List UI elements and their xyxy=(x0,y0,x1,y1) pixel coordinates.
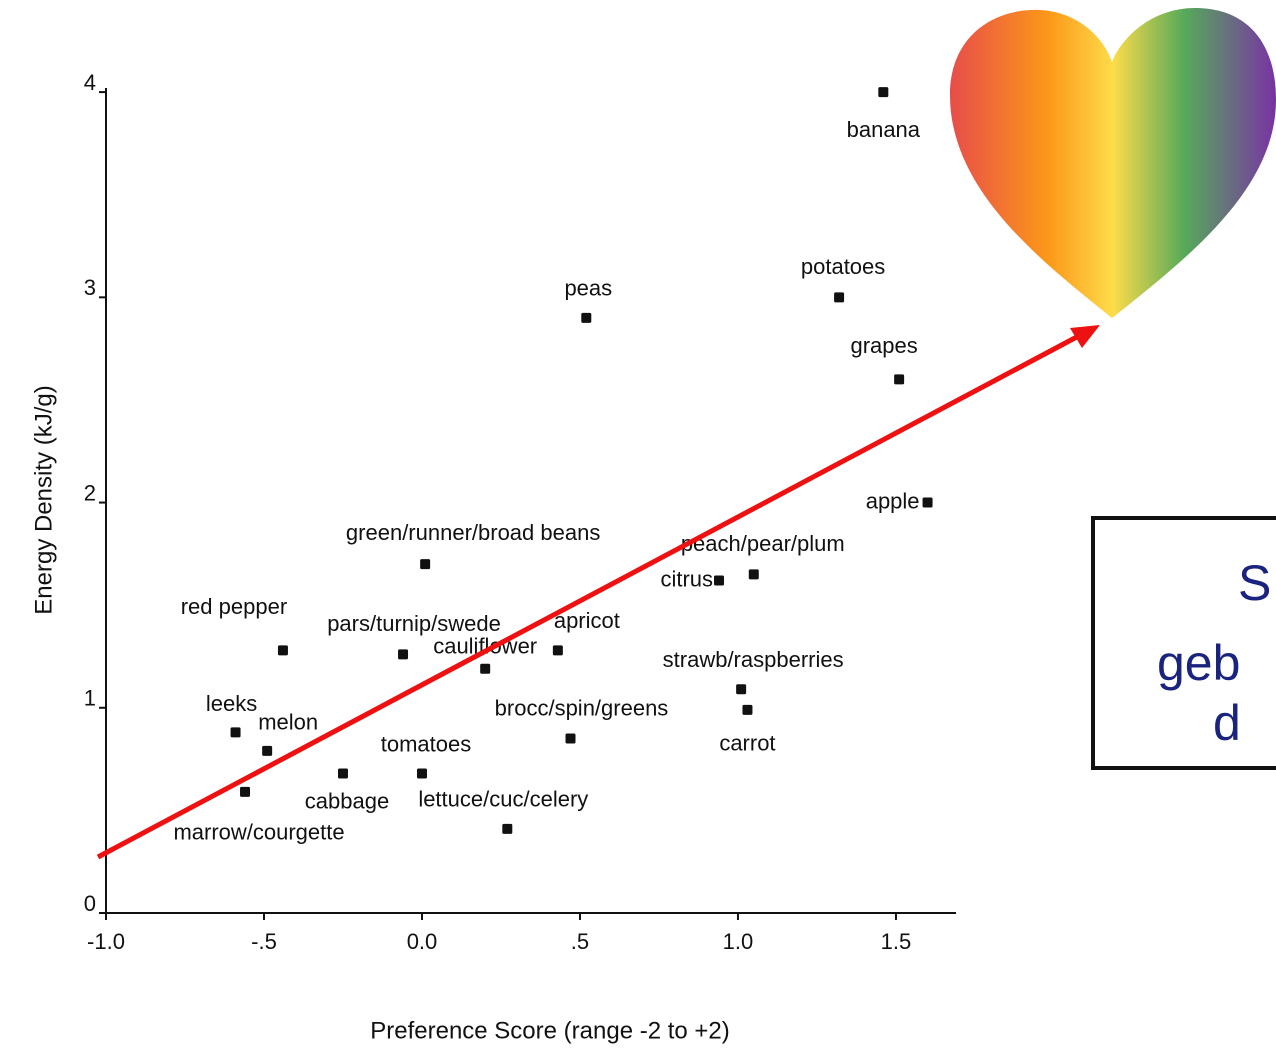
note-line: S xyxy=(1238,555,1271,611)
x-tick-label: 1.0 xyxy=(723,929,754,954)
point xyxy=(262,746,272,756)
x-tick-label: .5 xyxy=(571,929,589,954)
note-line: geb xyxy=(1157,635,1240,691)
point-label: brocc/spin/greens xyxy=(495,695,669,720)
point xyxy=(565,734,575,744)
y-tick-label: 1 xyxy=(84,686,96,711)
point xyxy=(502,824,512,834)
point xyxy=(231,727,241,737)
point-label: strawb/raspberries xyxy=(663,647,844,672)
point xyxy=(923,498,933,508)
x-tick-label: 0.0 xyxy=(407,929,438,954)
point-label: carrot xyxy=(719,731,775,756)
point-label: peas xyxy=(564,276,612,301)
point-label: lettuce/cuc/celery xyxy=(418,787,588,812)
point-label: tomatoes xyxy=(381,731,472,756)
point xyxy=(420,559,430,569)
point xyxy=(878,87,888,97)
point-label: pars/turnip/swede xyxy=(327,611,501,636)
point-label: leeks xyxy=(206,691,257,716)
y-axis-title: Energy Density (kJ/g) xyxy=(30,385,57,614)
x-tick-label: 1.5 xyxy=(881,929,912,954)
point xyxy=(749,569,759,579)
point xyxy=(714,576,724,586)
trend-arrow xyxy=(98,325,1100,857)
chart: Preference Score (range -2 to +2) Energy… xyxy=(0,0,1276,1056)
point xyxy=(834,292,844,302)
y-tick-label: 0 xyxy=(84,891,96,916)
heart-image xyxy=(950,8,1276,318)
point xyxy=(480,664,490,674)
x-tick-label: -.5 xyxy=(251,929,277,954)
y-tick-label: 4 xyxy=(84,70,96,95)
point-label: citrus xyxy=(660,566,713,591)
point xyxy=(240,787,250,797)
point xyxy=(894,374,904,384)
point-label: green/runner/broad beans xyxy=(346,520,600,545)
point-label: cabbage xyxy=(305,788,389,813)
point-label: potatoes xyxy=(801,254,885,279)
point xyxy=(278,645,288,655)
x-tick-label: -1.0 xyxy=(87,929,125,954)
point-label: red pepper xyxy=(181,594,287,619)
point-label: banana xyxy=(847,117,921,142)
point-label: apple xyxy=(866,488,920,513)
point xyxy=(553,645,563,655)
point xyxy=(338,768,348,778)
point-label: grapes xyxy=(850,333,917,358)
point xyxy=(398,649,408,659)
point-label: melon xyxy=(258,710,318,735)
point xyxy=(417,768,427,778)
point xyxy=(742,705,752,715)
point-label: marrow/courgette xyxy=(173,820,344,845)
point-label: cauliflower xyxy=(433,634,537,659)
y-tick-label: 3 xyxy=(84,275,96,300)
point xyxy=(736,684,746,694)
x-axis-title: Preference Score (range -2 to +2) xyxy=(370,1017,730,1044)
note-line: d xyxy=(1213,695,1241,751)
y-tick-label: 2 xyxy=(84,480,96,505)
point xyxy=(581,313,591,323)
